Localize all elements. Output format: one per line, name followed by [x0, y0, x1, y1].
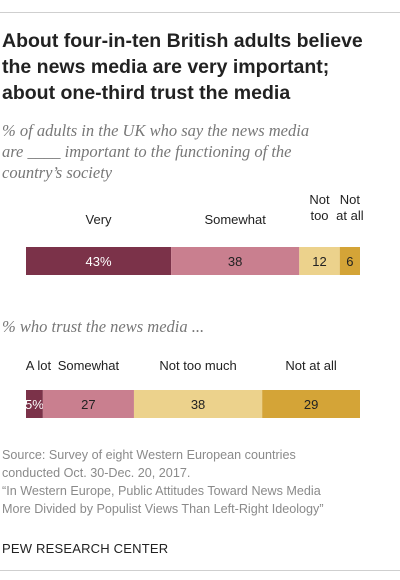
legend-label-somewhat: Somewhat [58, 358, 120, 373]
subtitle-line: are ____ important to the functioning of… [2, 142, 292, 161]
title-line: about one-third trust the media [2, 82, 291, 104]
legend-label-not-at-all: Not at all [285, 358, 336, 373]
bar-segment-somewhat [42, 390, 134, 418]
subtitle-line: country’s society [2, 163, 113, 182]
bar-segment-somewhat [171, 247, 300, 275]
data-label-not-too: 12 [312, 254, 326, 269]
bar-segment-a-lot [26, 390, 43, 418]
data-label-not-at-all: 29 [304, 397, 318, 412]
bar-segment-not-too [299, 247, 340, 275]
legend-label-somewhat: Somewhat [204, 212, 266, 227]
data-label-somewhat: 27 [81, 397, 95, 412]
legend-label-not-too: Not too [309, 192, 330, 223]
data-label-very: 43% [86, 254, 112, 269]
bottom-rule [0, 570, 400, 571]
subtitle-line: % who trust the news media ... [2, 317, 205, 336]
legend-label-not-too-much: Not too much [159, 358, 236, 373]
chart-title: About four-in-ten British adults believe… [2, 28, 394, 106]
legend-label-not-at-all: Not at all [336, 192, 364, 223]
bar-segment-not-at-all [339, 247, 360, 275]
legend-label-a-lot: A lot [26, 358, 52, 373]
trust-question: % who trust the news media ... [2, 316, 394, 337]
subtitle-line: % of adults in the UK who say the news m… [2, 121, 310, 140]
legend-label-very: Very [86, 212, 113, 227]
top-rule [0, 12, 400, 13]
data-label-not-at-all: 6 [346, 254, 353, 269]
source-line: “In Western Europe, Public Attitudes Tow… [2, 484, 321, 498]
source-line: conducted Oct. 30-Dec. 20, 2017. [2, 466, 191, 480]
bar-segment-not-at-all [262, 390, 360, 418]
bar-segment-very [26, 247, 172, 275]
source-line: Source: Survey of eight Western European… [2, 448, 296, 462]
data-label-not-too-much: 38 [191, 397, 205, 412]
importance-question: % of adults in the UK who say the news m… [2, 120, 394, 183]
title-line: the news media are very important; [2, 56, 330, 78]
source-note: Source: Survey of eight Western European… [2, 446, 392, 518]
source-line: More Divided by Populist Views Than Left… [2, 502, 324, 516]
title-line: About four-in-ten British adults believe [2, 30, 363, 52]
data-label-a-lot: 5% [25, 397, 44, 412]
pew-research-center-logo: PEW RESEARCH CENTER [2, 541, 169, 556]
data-label-somewhat: 38 [228, 254, 242, 269]
bar-segment-not-too-much [133, 390, 263, 418]
